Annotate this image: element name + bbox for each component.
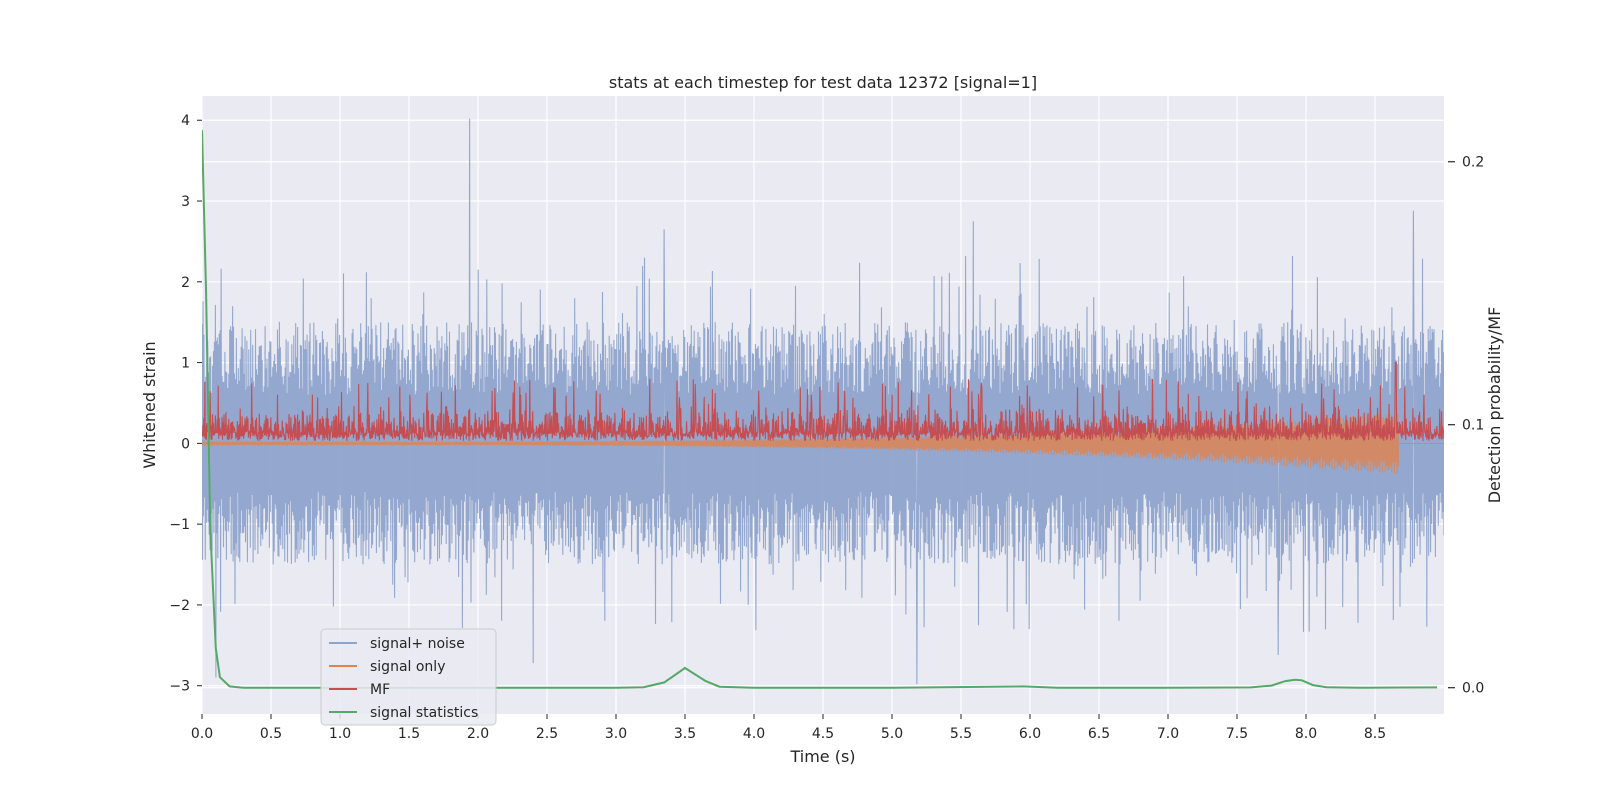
y-tick-label: −2 [169,598,190,614]
x-tick-label: 6.5 [1088,726,1110,742]
series-mf [202,362,1444,441]
series-signal-only [202,413,1444,474]
y2-tick-label: 0.0 [1462,681,1484,697]
x-tick-label: 3.5 [674,726,696,742]
x-tick-label: 7.0 [1157,726,1179,742]
y-tick-label: 2 [181,275,190,291]
legend-label: signal statistics [370,705,478,721]
x-tick-label: 6.0 [1019,726,1041,742]
x-tick-label: 8.5 [1364,726,1386,742]
x-tick-label: 0.5 [260,726,282,742]
x-tick-label: 5.0 [881,726,903,742]
x-axis-label: Time (s) [789,747,855,766]
x-tick-label: 2.5 [536,726,558,742]
y-tick-label: −1 [169,517,190,533]
y-tick-label: −3 [169,679,190,695]
legend-label: signal+ noise [370,636,465,652]
x-tick-label: 4.5 [812,726,834,742]
x-tick-label: 7.5 [1226,726,1248,742]
series [202,118,1444,689]
legend-label: MF [370,682,390,698]
series-signal-statistics [202,130,1438,689]
x-tick-label: 2.0 [467,726,489,742]
x-tick-label: 0.0 [191,726,213,742]
y2-tick-label: 0.2 [1462,155,1484,171]
y-axis-label: Whitened strain [140,341,159,468]
x-tick-label: 4.0 [743,726,765,742]
legend-box [320,628,497,726]
y2-axis-label: Detection probability/MF [1485,307,1504,504]
x-tick-label: 5.5 [950,726,972,742]
axes: 0.0 0.5 1.0 1.5 2.0 2.5 3.0 3.5 4.0 4.5 5.0 5.5 6.0 6… [169,113,1484,742]
x-tick-label: 3.0 [605,726,627,742]
x-tick-label: 8.0 [1295,726,1317,742]
y2-tick-label: 0.1 [1462,418,1484,434]
y-tick-label: 3 [181,194,190,210]
legend-label: signal only [370,659,445,675]
x-tick-label: 1.5 [398,726,420,742]
legend: signal+ noise signal only MF signal statist… [320,628,497,726]
x-tick-label: 1.0 [329,726,351,742]
y-tick-label: 1 [181,356,190,372]
y-tick-label: 4 [181,113,190,129]
chart-title: stats at each timestep for test data 123… [609,73,1037,92]
y-tick-label: 0 [181,436,190,452]
